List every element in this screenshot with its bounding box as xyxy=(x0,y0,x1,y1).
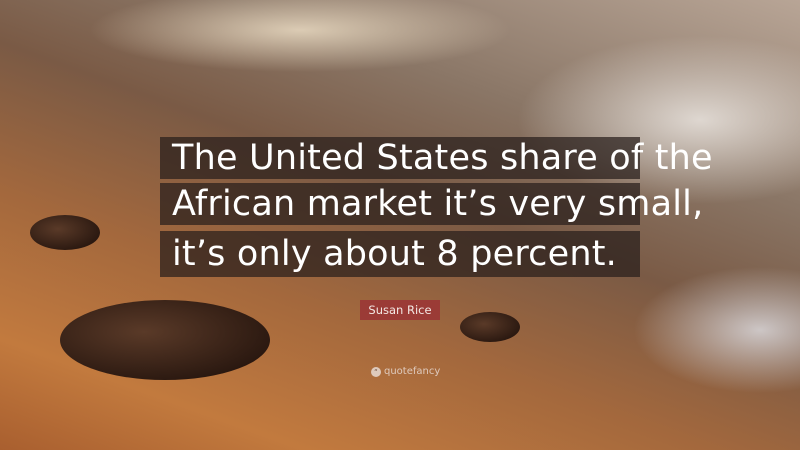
quote-line-3: it’s only about 8 percent. xyxy=(160,231,640,277)
quote-line-2: African market it’s very small, xyxy=(160,183,703,225)
rock xyxy=(30,215,100,250)
author-badge: Susan Rice xyxy=(360,300,440,320)
watermark-text: quotefancy xyxy=(384,366,441,377)
watermark: “ quotefancy xyxy=(371,366,440,377)
rock xyxy=(60,300,270,380)
rock xyxy=(460,312,520,342)
quote-line-1: The United States share of the xyxy=(160,137,713,179)
quote-icon: “ xyxy=(371,366,381,377)
